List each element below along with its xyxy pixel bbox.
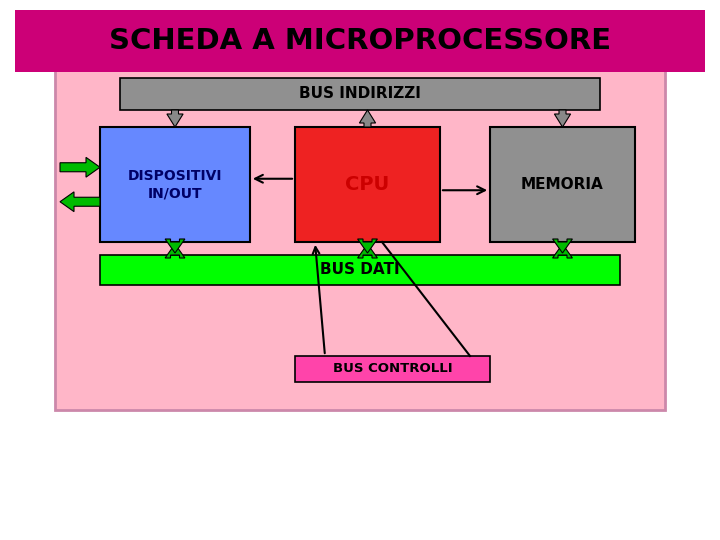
FancyArrow shape (553, 244, 572, 258)
Bar (490, 127, 635, 242)
Bar (15, 10, 705, 72)
FancyArrow shape (553, 239, 572, 253)
FancyArrow shape (165, 244, 185, 258)
FancyArrow shape (167, 110, 183, 127)
Text: BUS INDIRIZZI: BUS INDIRIZZI (299, 86, 421, 102)
Bar (100, 255, 620, 285)
Bar (100, 127, 250, 242)
Bar (55, 20, 665, 410)
Bar (120, 78, 600, 110)
FancyArrow shape (359, 110, 376, 127)
Bar (295, 356, 490, 382)
Bar (295, 127, 440, 242)
FancyArrow shape (358, 244, 377, 258)
Text: DISPOSITIVI
IN/OUT: DISPOSITIVI IN/OUT (127, 169, 222, 200)
FancyArrow shape (60, 192, 100, 212)
Text: BUS DATI: BUS DATI (320, 262, 400, 278)
FancyArrow shape (60, 157, 100, 177)
FancyArrow shape (358, 239, 377, 253)
Text: SCHEDA A MICROPROCESSORE: SCHEDA A MICROPROCESSORE (109, 27, 611, 55)
FancyArrow shape (165, 239, 185, 253)
Text: CPU: CPU (346, 175, 390, 194)
Text: BUS CONTROLLI: BUS CONTROLLI (333, 362, 452, 375)
Text: MEMORIA: MEMORIA (521, 177, 604, 192)
FancyArrow shape (554, 110, 571, 127)
